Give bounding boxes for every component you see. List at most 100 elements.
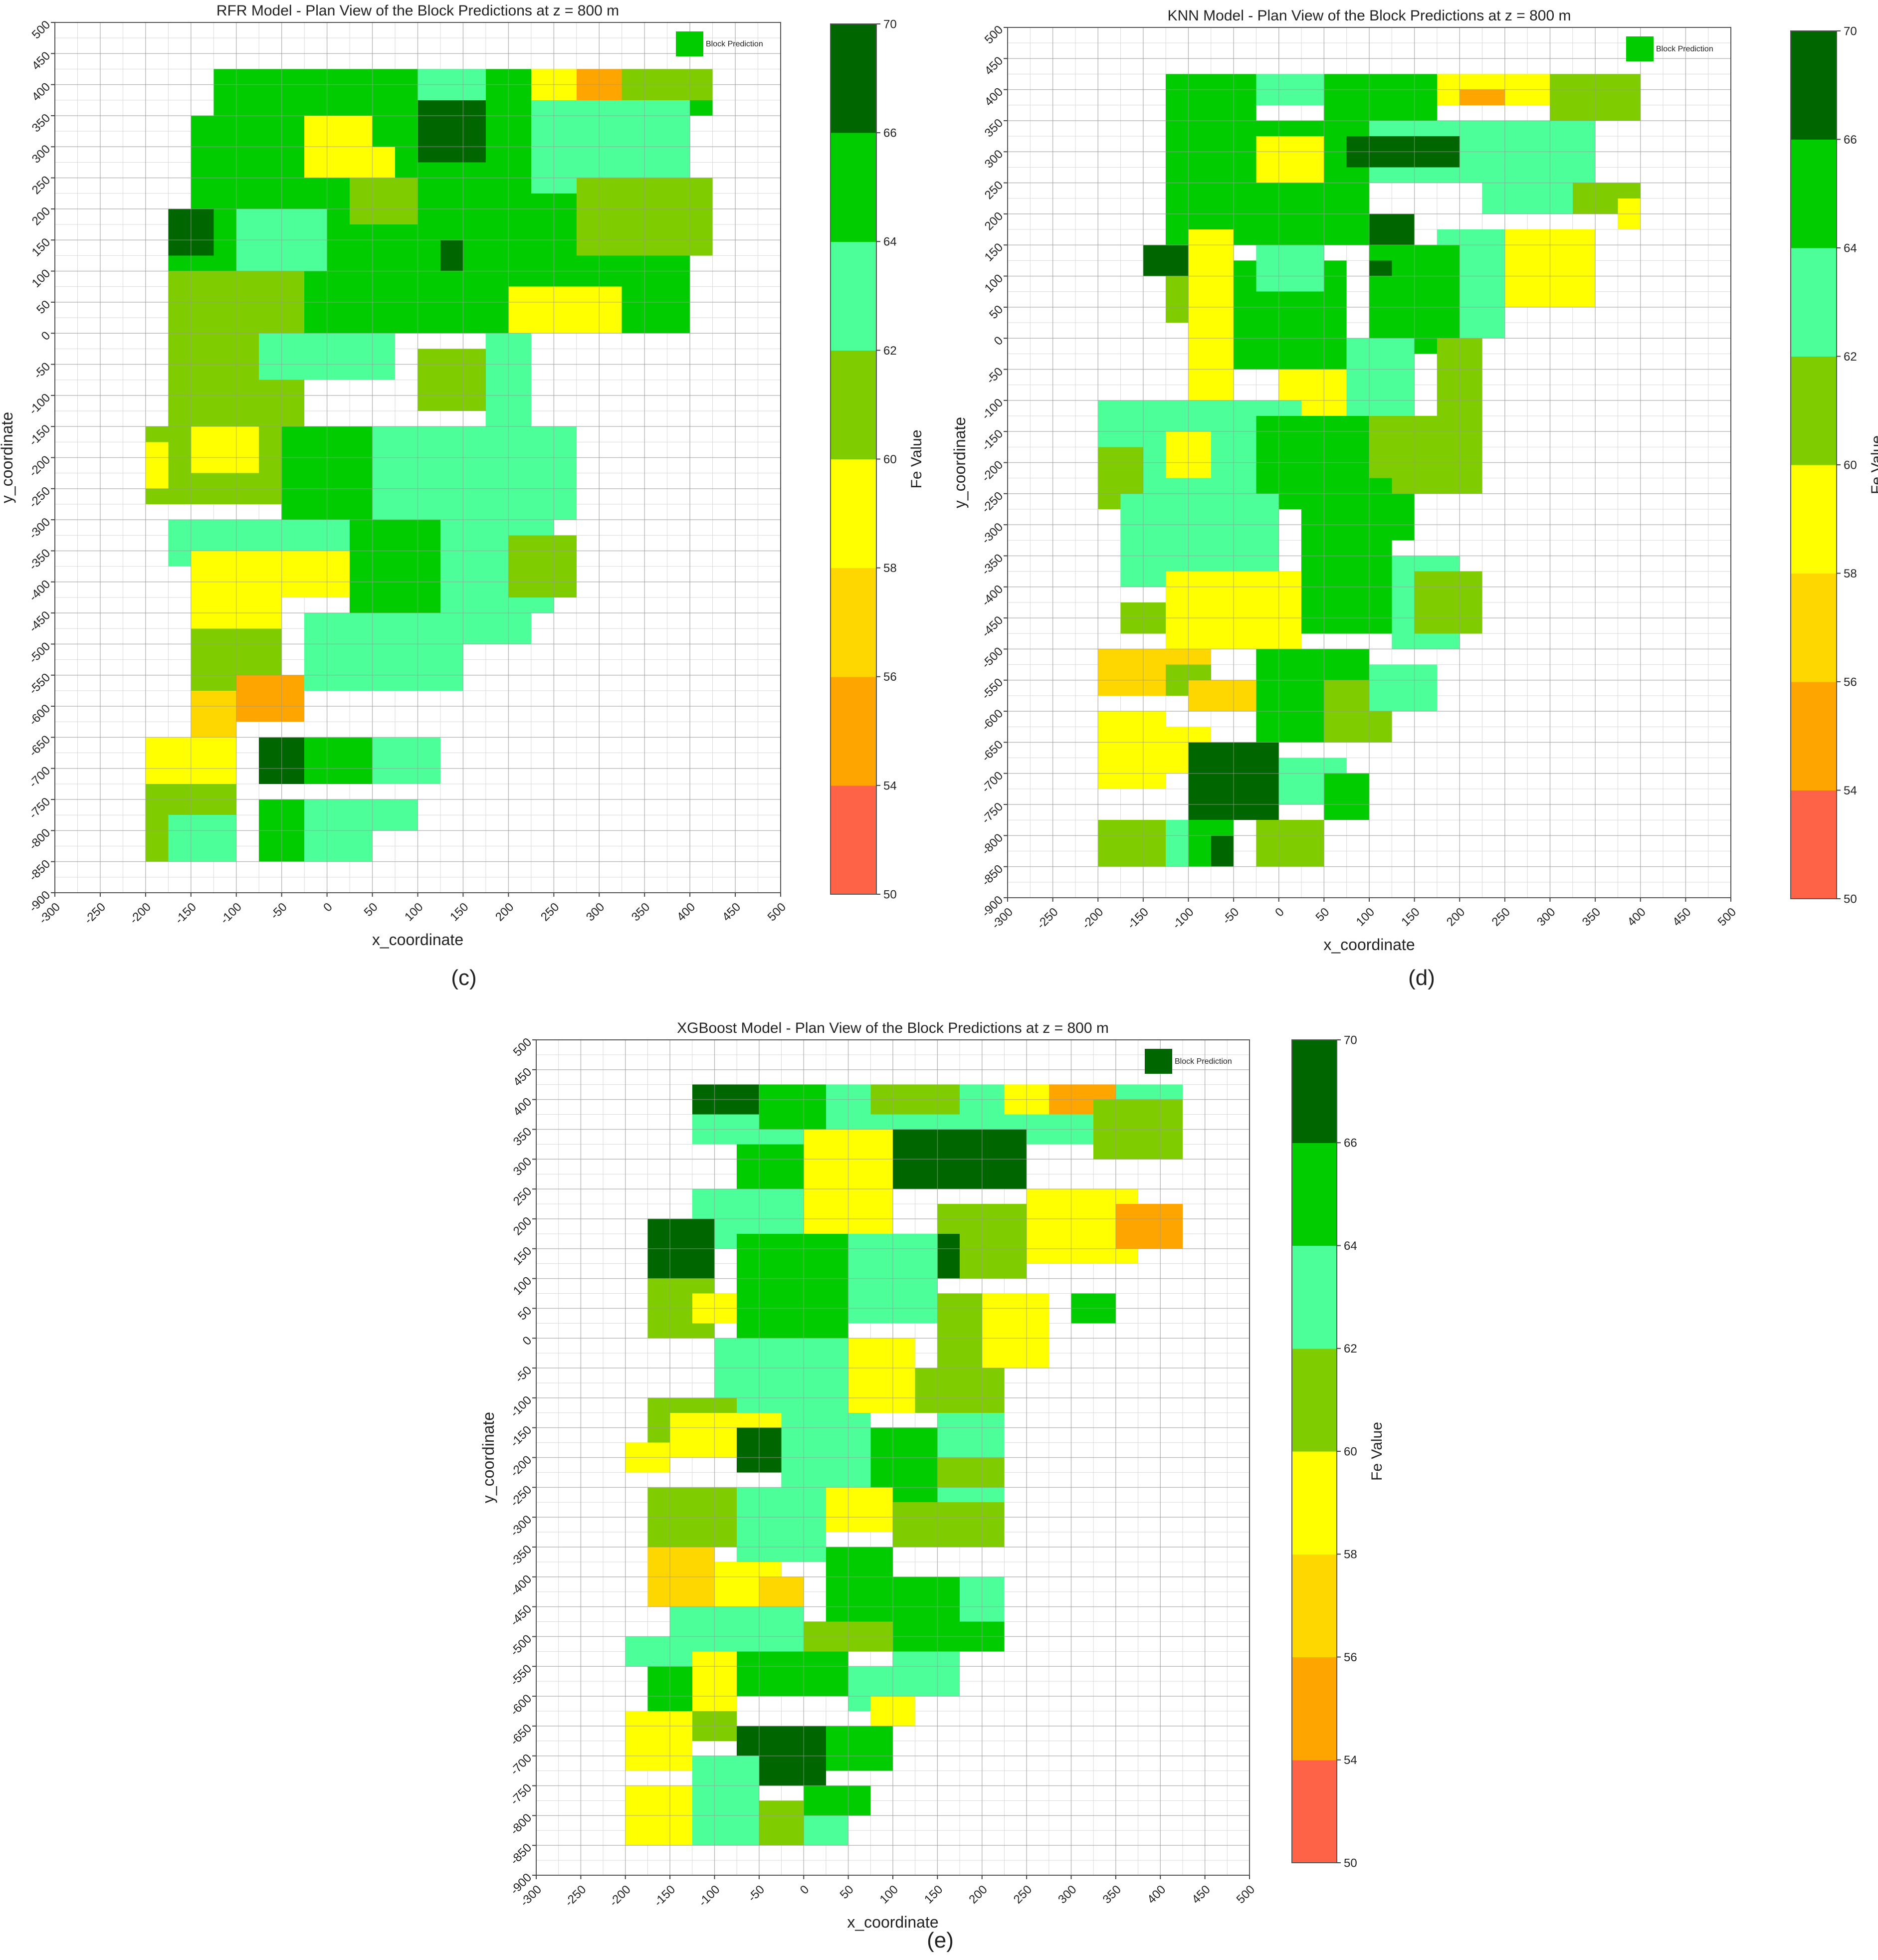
y-tick-label: 150: [29, 235, 53, 259]
chart-panel-1: -300 -250 -200 -150 -100 -50 0 50 100 150 200 250 30…: [0, 2, 925, 990]
y-tick-label: -550: [979, 676, 1006, 702]
y-tick-label: -100: [26, 391, 53, 417]
block-cell: [1369, 664, 1437, 712]
x-axis-label: x_coordinate: [372, 931, 463, 949]
colorbar-tick-label: 60: [883, 453, 897, 466]
block-cell: [372, 799, 418, 831]
y-tick-label: -300: [508, 1513, 534, 1539]
y-tick-label: -600: [979, 707, 1006, 733]
block-cell: [417, 100, 486, 163]
colorbar-bin: [1292, 1451, 1337, 1555]
colorbar-tick-label: 50: [1844, 892, 1857, 906]
x-tick-label: -200: [1079, 905, 1106, 932]
y-tick-label: 400: [29, 80, 53, 104]
x-tick-label: 150: [1399, 905, 1422, 929]
y-tick-label: 50: [515, 1304, 534, 1323]
block-cell: [692, 1756, 759, 1786]
y-tick-label: -50: [984, 365, 1006, 387]
block-cell: [1188, 680, 1256, 712]
y-tick-label: -800: [979, 831, 1006, 857]
block-cell: [826, 1487, 893, 1533]
y-tick-label: -200: [26, 453, 53, 480]
panel-label: (d): [1408, 966, 1435, 990]
colorbar-bin: [1791, 356, 1837, 465]
y-tick-label: -800: [508, 1811, 534, 1837]
colorbar-tick-label: 66: [883, 127, 897, 140]
colorbar-bin: [831, 676, 876, 786]
x-tick-label: 450: [720, 900, 743, 924]
x-tick-label: 200: [493, 900, 516, 924]
y-axis-label: y_coordinate: [479, 1412, 497, 1503]
colorbar-tick-label: 64: [883, 235, 897, 249]
y-tick-label: 350: [29, 111, 53, 135]
y-tick-label: -600: [26, 702, 53, 728]
x-tick-label: 0: [1272, 905, 1287, 920]
x-tick-label: 350: [1580, 905, 1603, 929]
block-cell: [485, 426, 577, 520]
y-tick-label: -100: [979, 396, 1006, 422]
colorbar-bin: [1292, 1040, 1337, 1143]
y-tick-label: -400: [26, 578, 53, 604]
block-cell: [759, 1576, 804, 1607]
block-cell: [781, 1412, 871, 1488]
x-tick-label: 250: [1489, 905, 1513, 929]
y-tick-label: 450: [982, 54, 1006, 77]
colorbar-tick-label: 60: [1344, 1445, 1357, 1458]
block-cell: [304, 147, 396, 178]
y-tick-label: -200: [979, 458, 1006, 485]
x-tick-label: -150: [173, 900, 199, 927]
y-tick-label: 350: [982, 116, 1006, 140]
block-cell: [281, 551, 350, 597]
y-tick-label: -200: [508, 1453, 534, 1480]
block-cell: [1369, 213, 1415, 245]
x-tick-label: 350: [629, 900, 652, 924]
y-tick-label: -150: [979, 427, 1006, 453]
panel-label: (e): [927, 1928, 954, 1953]
y-tick-label: -150: [26, 422, 53, 448]
colorbar-bin: [1791, 682, 1837, 790]
colorbar-bin: [831, 459, 876, 569]
legend-label: Block Prediction: [706, 40, 763, 48]
y-tick-label: -850: [26, 857, 53, 884]
block-cell: [191, 426, 259, 473]
colorbar-tick-label: 64: [1844, 241, 1857, 255]
y-tick-label: -850: [979, 862, 1006, 889]
y-tick-label: -50: [513, 1364, 535, 1385]
block-cell: [1414, 571, 1482, 634]
block-cell: [982, 1293, 1049, 1369]
block-cell: [1211, 835, 1234, 867]
x-tick-label: 400: [674, 900, 698, 924]
block-cell: [372, 426, 486, 520]
colorbar-tick-label: 58: [883, 562, 897, 575]
x-tick-label: -100: [1170, 905, 1197, 932]
block-cell: [508, 286, 622, 334]
y-tick-label: -650: [26, 733, 53, 759]
y-tick-label: -50: [31, 360, 53, 382]
colorbar-tick-label: 50: [883, 888, 897, 901]
y-tick-label: -700: [508, 1752, 534, 1778]
block-cell: [191, 690, 236, 738]
y-tick-label: 200: [511, 1214, 534, 1238]
chart-panel-2: -300 -250 -200 -150 -100 -50 0 50 100 150 200 250 30…: [951, 7, 1878, 990]
block-cell: [1115, 1204, 1183, 1249]
y-tick-label: -600: [508, 1692, 534, 1718]
colorbar-tick-label: 56: [1844, 675, 1857, 689]
y-tick-label: 400: [982, 85, 1006, 109]
colorbar-bin: [1292, 1245, 1337, 1349]
block-cell: [1166, 74, 1256, 121]
x-tick-label: 50: [837, 1883, 856, 1902]
legend-swatch: [676, 31, 703, 56]
y-tick-label: -500: [26, 640, 53, 666]
y-tick-label: 250: [29, 174, 53, 197]
x-tick-label: 50: [362, 900, 381, 919]
y-tick-label: -300: [979, 520, 1006, 547]
colorbar-tick-label: 64: [1344, 1239, 1357, 1253]
legend-label: Block Prediction: [1175, 1057, 1232, 1066]
block-cell: [1098, 820, 1166, 867]
colorbar-tick-label: 56: [883, 670, 897, 684]
y-tick-label: 150: [511, 1244, 534, 1268]
y-tick-label: -700: [26, 764, 53, 790]
x-tick-label: 200: [966, 1883, 990, 1906]
y-tick-label: 0: [992, 334, 1006, 348]
